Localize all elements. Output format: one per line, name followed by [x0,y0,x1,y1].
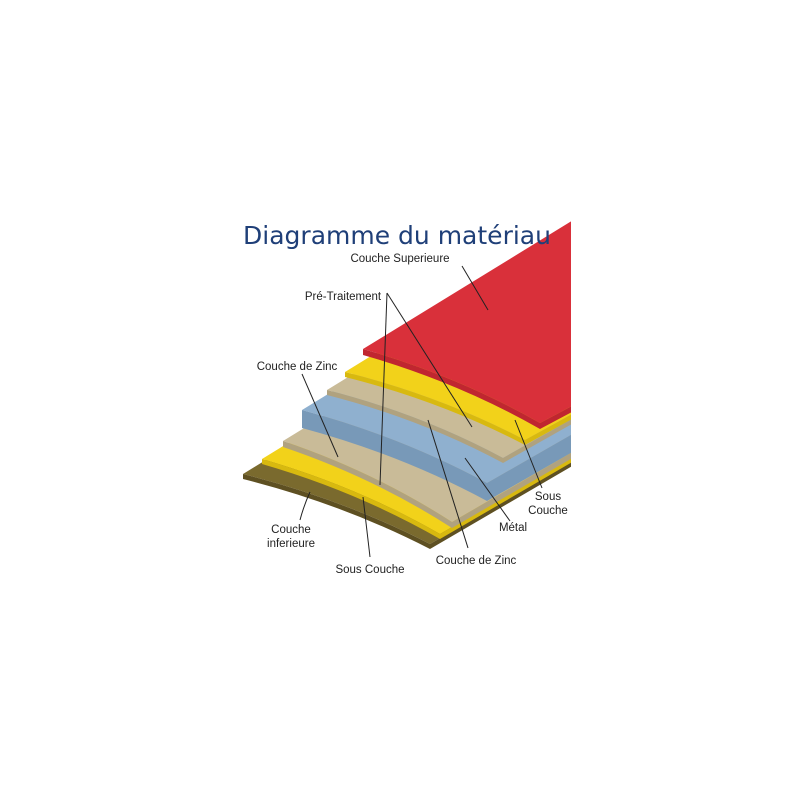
leader-back-coat [299,491,311,521]
leader-pretreatment-2 [386,292,473,428]
layer-top-coat [363,221,571,423]
label-back-coat-1: Couche [271,524,311,536]
label-zinc-bottom: Couche de Zinc [436,555,517,567]
layer-primer-top-edge [345,372,571,445]
layer-zinc-top-edge [327,390,571,463]
layer-primer-bottom-edge [262,457,571,539]
diagram-title: Diagramme du matériau [243,221,551,250]
label-primer-bottom: Sous Couche [335,564,404,576]
leader-primer-right [514,419,543,489]
label-back-coat-2: inferieure [267,538,315,550]
leader-lines [299,265,543,558]
label-primer-right-1: Sous [535,491,561,503]
leader-top-coat [461,265,489,311]
leader-metal [464,457,511,522]
leader-zinc-bottom [427,419,469,549]
leader-pretreatment-1 [379,292,388,486]
leader-zinc-left [301,373,339,458]
label-pretreatment: Pré-Traitement [305,291,382,303]
label-top-coat: Couche Superieure [350,253,449,265]
layer-metal-edge [302,410,571,501]
layer-top-coat-edge [363,349,571,429]
layer-zinc-bottom-edge [283,441,571,528]
leader-primer-bottom [362,496,371,558]
label-zinc-left: Couche de Zinc [257,361,338,373]
label-metal: Métal [499,522,527,534]
label-primer-right-2: Couche [528,505,568,517]
